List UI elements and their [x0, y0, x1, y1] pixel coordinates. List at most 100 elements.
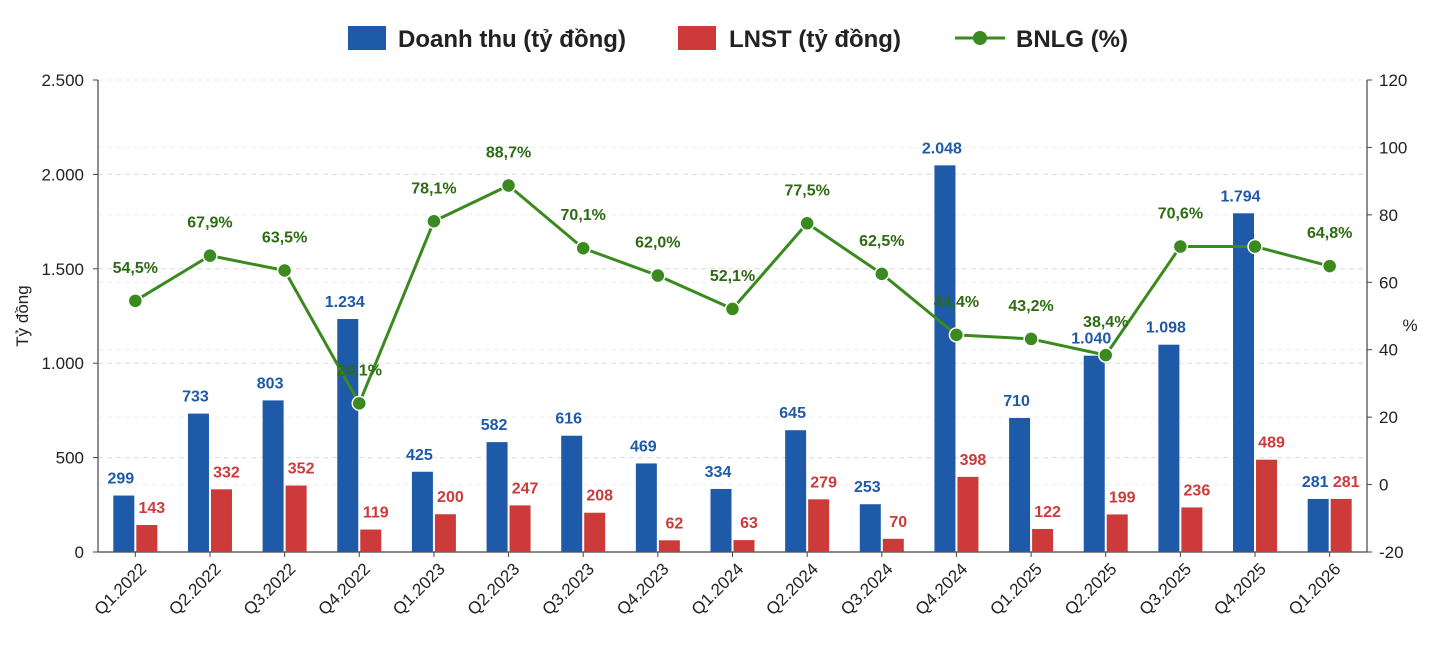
bar-profit — [434, 514, 456, 552]
x-tick-label: Q2.2022 — [165, 559, 225, 619]
x-tick-label: Q1.2025 — [986, 559, 1046, 619]
point-bnlg — [1321, 258, 1338, 274]
x-tick-label: Q2.2023 — [464, 559, 524, 619]
left-tick-label: 500 — [56, 449, 84, 468]
right-tick-label: 20 — [1379, 408, 1398, 427]
x-tick-label: Q3.2025 — [1136, 559, 1196, 619]
right-axis-title: % — [1402, 316, 1417, 335]
data-label-profit: 332 — [213, 464, 240, 481]
bar-profit — [957, 476, 979, 552]
bar-revenue — [486, 442, 508, 552]
data-label-bnlg: 70,1% — [561, 207, 606, 224]
point-bnlg — [874, 266, 890, 282]
data-label-profit: 199 — [1109, 489, 1136, 506]
legend-label-profit: LNST (tỷ đồng) — [729, 26, 901, 53]
bar-revenue — [934, 165, 956, 553]
data-label-revenue: 1.234 — [325, 294, 365, 311]
data-label-profit: 119 — [363, 505, 389, 522]
x-tick-label: Q4.2025 — [1210, 559, 1270, 619]
point-bnlg — [127, 293, 144, 309]
data-label-bnlg: 63,5% — [262, 229, 307, 246]
data-label-profit: 398 — [960, 452, 987, 469]
data-label-profit: 122 — [1034, 504, 1061, 521]
left-tick-label: 0 — [75, 543, 84, 562]
bar-revenue — [262, 400, 284, 552]
data-label-profit: 281 — [1333, 474, 1360, 491]
bar-profit — [1106, 514, 1128, 552]
bar-revenue — [635, 463, 657, 552]
right-tick-label: 0 — [1379, 476, 1388, 495]
data-label-profit: 279 — [810, 474, 837, 491]
right-tick-label: -20 — [1379, 543, 1404, 562]
bar-profit — [1330, 498, 1352, 552]
point-bnlg — [1247, 238, 1263, 255]
legend-swatch-revenue — [348, 26, 386, 50]
bar-revenue — [337, 319, 359, 552]
data-label-profit: 200 — [437, 489, 464, 506]
data-label-bnlg: 62,0% — [635, 235, 680, 252]
data-label-bnlg: 52,1% — [710, 268, 755, 285]
point-bnlg — [276, 262, 293, 279]
data-label-bnlg: 43,2% — [1008, 298, 1053, 315]
data-label-revenue: 803 — [257, 375, 284, 392]
right-tick-label: 80 — [1379, 206, 1398, 225]
data-label-revenue: 733 — [182, 389, 209, 406]
x-tick-label: Q2.2024 — [762, 559, 822, 619]
bar-profit — [1256, 459, 1278, 552]
point-bnlg — [1097, 347, 1114, 363]
left-tick-label: 1.500 — [41, 260, 84, 279]
point-bnlg — [650, 267, 666, 284]
data-label-bnlg: 67,9% — [187, 215, 232, 232]
bar-profit — [210, 489, 232, 552]
legend-label-bnlg: BNLG (%) — [1016, 26, 1128, 53]
point-bnlg — [1023, 331, 1039, 347]
bar-profit — [882, 538, 904, 552]
data-label-revenue: 645 — [779, 405, 806, 422]
data-label-profit: 489 — [1258, 435, 1285, 452]
point-bnlg — [202, 247, 218, 264]
bar-profit — [733, 540, 755, 552]
data-label-revenue: 1.040 — [1071, 331, 1111, 348]
x-tick-label: Q4.2023 — [613, 559, 673, 619]
bar-revenue — [1083, 355, 1105, 552]
bar-revenue — [1009, 417, 1031, 552]
bar-revenue — [411, 471, 433, 552]
data-label-profit: 236 — [1184, 482, 1211, 499]
x-tick-label: Q3.2022 — [240, 559, 300, 619]
data-label-revenue: 1.098 — [1146, 320, 1186, 337]
data-label-revenue: 425 — [406, 447, 433, 464]
bar-revenue — [113, 495, 135, 552]
left-tick-label: 2.000 — [41, 165, 84, 184]
bar-profit — [360, 529, 382, 552]
bar-revenue — [710, 488, 732, 552]
point-bnlg — [799, 215, 815, 232]
point-bnlg — [724, 301, 741, 317]
data-label-profit: 62 — [665, 515, 683, 532]
legend-swatch-profit — [678, 26, 716, 50]
bar-profit — [1032, 528, 1054, 552]
legend-label-revenue: Doanh thu (tỷ đồng) — [398, 26, 626, 53]
bar-revenue — [1233, 213, 1255, 553]
data-label-bnlg: 24,1% — [337, 362, 382, 379]
data-label-bnlg: 38,4% — [1083, 314, 1128, 331]
data-label-bnlg: 78,1% — [411, 180, 456, 197]
left-tick-label: 2.500 — [41, 71, 84, 90]
data-label-revenue: 2.048 — [922, 140, 962, 157]
bar-profit — [509, 505, 531, 552]
data-label-revenue: 582 — [481, 417, 508, 434]
bar-profit — [136, 525, 158, 552]
x-tick-label: Q1.2022 — [91, 559, 151, 619]
x-tick-label: Q1.2026 — [1285, 559, 1345, 619]
bar-profit — [584, 512, 606, 552]
data-label-revenue: 469 — [630, 438, 657, 455]
point-bnlg — [426, 213, 442, 230]
data-label-revenue: 334 — [705, 464, 732, 481]
right-tick-label: 120 — [1379, 71, 1407, 90]
x-tick-label: Q3.2024 — [837, 559, 897, 619]
x-tick-label: Q4.2024 — [912, 559, 972, 619]
line-bnlg — [134, 184, 1331, 405]
point-bnlg — [500, 177, 517, 194]
data-label-profit: 143 — [138, 500, 165, 517]
